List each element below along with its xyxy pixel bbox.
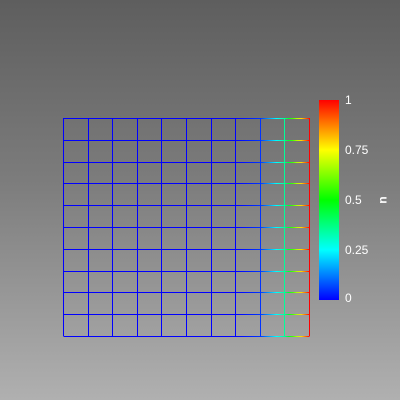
colorbar-title: u bbox=[377, 196, 391, 203]
colorbar-tick-label: 0.5 bbox=[345, 193, 362, 207]
mesh-wireframe bbox=[63, 118, 310, 337]
colorbar-tick-label: 1 bbox=[345, 93, 352, 107]
colorbar-tick-label: 0 bbox=[345, 291, 352, 305]
colorbar-tick-label: 0.75 bbox=[345, 143, 369, 157]
colorbar-gradient bbox=[319, 100, 339, 300]
colorbar: 1 0.75 0.5 0.25 0 u bbox=[319, 93, 391, 305]
colorbar-tick-label: 0.25 bbox=[345, 243, 369, 257]
